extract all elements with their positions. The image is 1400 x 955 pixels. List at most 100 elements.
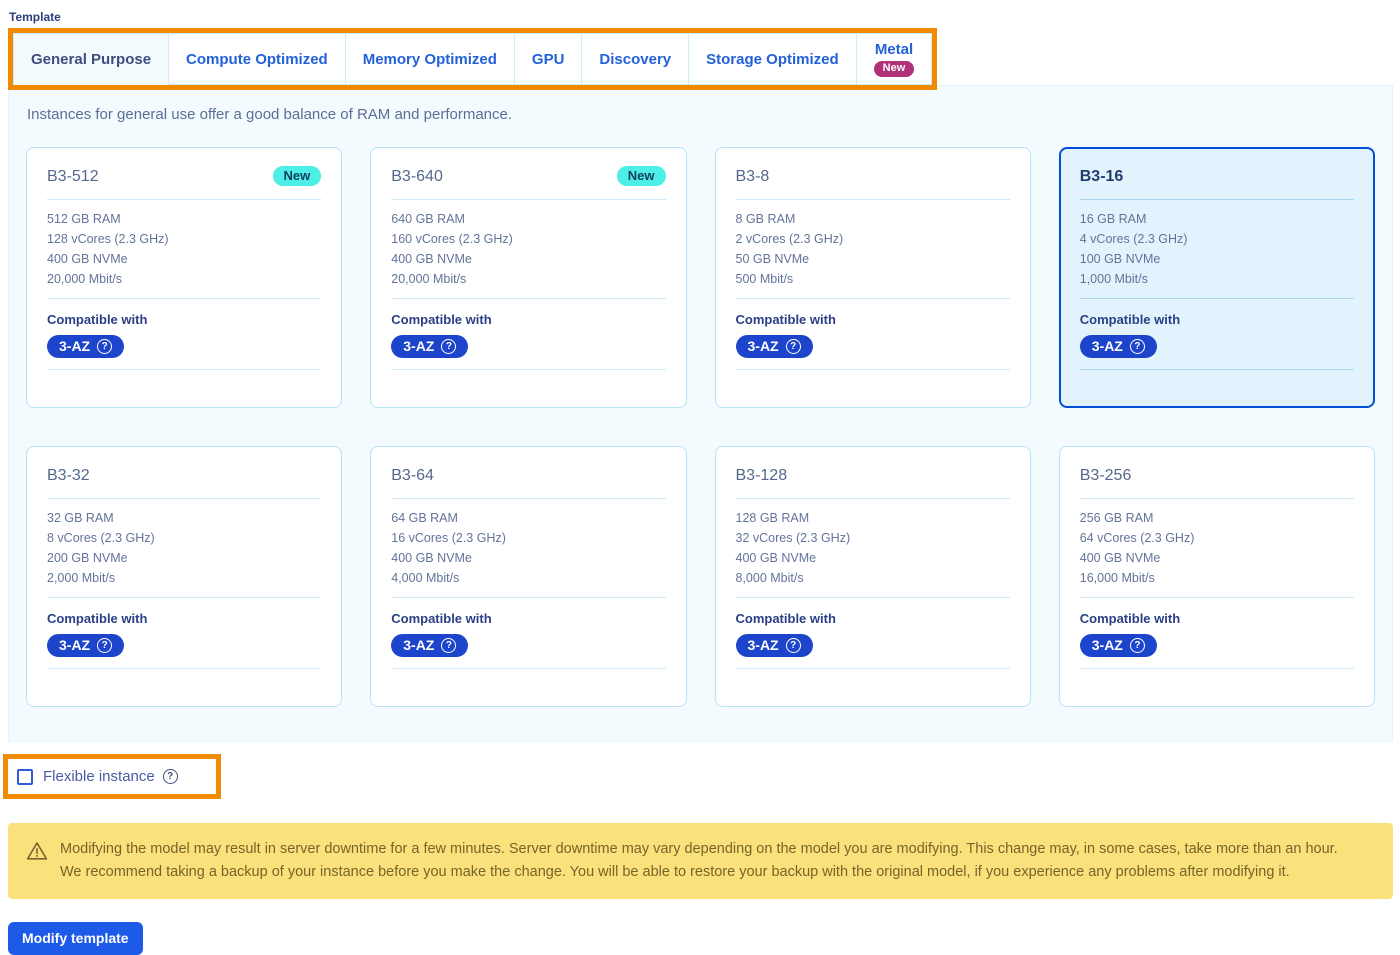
- az-badge[interactable]: 3-AZ ?: [735, 634, 813, 657]
- spec-line: 2,000 Mbit/s: [47, 571, 116, 585]
- az-badge[interactable]: 3-AZ ?: [391, 335, 469, 358]
- spec-line: 400 GB NVMe: [391, 551, 472, 565]
- tab-general-purpose[interactable]: General Purpose: [13, 33, 170, 85]
- spec-list: 64 GB RAM 16 vCores (2.3 GHz) 400 GB NVMe 4…: [391, 510, 665, 586]
- instance-cards-grid: B3-512 New 512 GB RAM 128 vCores (2.3 GHz…: [9, 129, 1392, 715]
- help-icon[interactable]: ?: [1129, 637, 1145, 653]
- spec-list: 32 GB RAM 8 vCores (2.3 GHz) 200 GB NVMe 2,…: [47, 510, 321, 586]
- spec-line: 32 vCores (2.3 GHz): [735, 531, 851, 545]
- help-icon[interactable]: ?: [785, 637, 801, 653]
- spec-line: 512 GB RAM: [47, 212, 121, 226]
- tab-storage-optimized[interactable]: Storage Optimized: [689, 33, 857, 85]
- divider: [1079, 668, 1354, 669]
- divider: [47, 498, 322, 499]
- instance-card-b3-16[interactable]: B3-16 16 GB RAM 4 vCores (2.3 GHz) 100 GB …: [1058, 147, 1375, 408]
- compatible-with-label: Compatible with: [735, 312, 836, 327]
- compatible-with-label: Compatible with: [1079, 611, 1181, 626]
- spec-line: 50 GB NVMe: [735, 252, 810, 266]
- spec-list: 8 GB RAM 2 vCores (2.3 GHz) 50 GB NVMe 500 …: [736, 211, 1010, 287]
- instance-card-b3-128[interactable]: B3-128 128 GB RAM 32 vCores (2.3 GHz) 400 …: [714, 446, 1031, 707]
- instance-card-b3-8[interactable]: B3-8 8 GB RAM 2 vCores (2.3 GHz) 50 GB NVM…: [714, 147, 1031, 408]
- warning-text: Modifying the model may result in server…: [60, 838, 1338, 884]
- compatible-with-label: Compatible with: [47, 312, 148, 327]
- spec-line: 8 GB RAM: [735, 212, 796, 226]
- tab-metal[interactable]: Metal New: [856, 33, 933, 85]
- compatible-with-label: Compatible with: [1079, 312, 1181, 327]
- spec-line: 500 Mbit/s: [735, 272, 794, 286]
- help-icon[interactable]: ?: [441, 637, 457, 653]
- divider: [735, 597, 1010, 598]
- az-badge[interactable]: 3-AZ ?: [47, 634, 125, 657]
- spec-line: 16 vCores (2.3 GHz): [391, 531, 506, 545]
- az-badge-label: 3-AZ: [59, 637, 91, 653]
- instance-name: B3-8: [735, 168, 770, 185]
- spec-line: 20,000 Mbit/s: [47, 272, 123, 286]
- divider: [47, 369, 322, 370]
- help-icon[interactable]: ?: [162, 769, 178, 784]
- tab-compute-optimized[interactable]: Compute Optimized: [169, 33, 346, 85]
- modify-template-button[interactable]: Modify template: [8, 922, 143, 955]
- tab-label: Memory Optimized: [362, 50, 497, 68]
- spec-line: 4 vCores (2.3 GHz): [1079, 232, 1188, 246]
- instance-name: B3-128: [735, 467, 788, 484]
- spec-line: 200 GB NVMe: [47, 551, 128, 565]
- flexible-instance-checkbox[interactable]: [17, 768, 33, 785]
- compatible-with-label: Compatible with: [391, 312, 492, 327]
- instance-name: B3-32: [47, 467, 90, 484]
- tab-label: Compute Optimized: [186, 50, 328, 68]
- spec-list: 128 GB RAM 32 vCores (2.3 GHz) 400 GB NVMe…: [736, 510, 1010, 586]
- tab-label: Discovery: [599, 50, 672, 68]
- instance-card-b3-512[interactable]: B3-512 New 512 GB RAM 128 vCores (2.3 GHz…: [26, 147, 343, 408]
- divider: [735, 668, 1010, 669]
- spec-line: 2 vCores (2.3 GHz): [735, 232, 844, 246]
- az-badge[interactable]: 3-AZ ?: [47, 335, 125, 358]
- help-icon[interactable]: ?: [97, 338, 113, 354]
- template-panel: Instances for general use offer a good b…: [8, 85, 1393, 742]
- divider: [735, 199, 1010, 200]
- az-badge[interactable]: 3-AZ ?: [1079, 634, 1157, 657]
- warning-triangle-icon: [26, 840, 48, 867]
- help-icon[interactable]: ?: [1129, 338, 1145, 354]
- instance-card-b3-640[interactable]: B3-640 New 640 GB RAM 160 vCores (2.3 GHz…: [370, 147, 687, 408]
- spec-line: 160 vCores (2.3 GHz): [391, 232, 513, 246]
- instance-name: B3-256: [1079, 467, 1132, 484]
- compatible-with-label: Compatible with: [47, 611, 148, 626]
- divider: [735, 369, 1010, 370]
- tab-discovery[interactable]: Discovery: [582, 33, 690, 85]
- az-badge-label: 3-AZ: [1091, 338, 1123, 354]
- tab-bar: General Purpose Compute Optimized Memory…: [13, 33, 933, 85]
- help-icon[interactable]: ?: [441, 338, 457, 354]
- tab-label: Storage Optimized: [706, 50, 839, 68]
- az-badge[interactable]: 3-AZ ?: [735, 335, 813, 358]
- template-label: Template: [9, 10, 61, 24]
- az-badge[interactable]: 3-AZ ?: [1079, 335, 1157, 358]
- spec-list: 640 GB RAM 160 vCores (2.3 GHz) 400 GB NVM…: [391, 211, 665, 287]
- divider: [735, 298, 1010, 299]
- divider: [1079, 369, 1354, 370]
- compatible-with-label: Compatible with: [391, 611, 492, 626]
- divider: [391, 298, 666, 299]
- spec-line: 1,000 Mbit/s: [1079, 272, 1148, 286]
- spec-line: 8,000 Mbit/s: [735, 571, 804, 585]
- help-icon[interactable]: ?: [97, 637, 113, 653]
- annotation-box-flexible-instance: Flexible instance ?: [3, 754, 221, 799]
- instance-name: B3-512: [47, 168, 99, 185]
- spec-line: 400 GB NVMe: [391, 252, 472, 266]
- spec-line: 100 GB NVMe: [1079, 252, 1161, 266]
- divider: [391, 597, 666, 598]
- instance-card-b3-32[interactable]: B3-32 32 GB RAM 8 vCores (2.3 GHz) 200 GB …: [26, 446, 343, 707]
- spec-line: 16,000 Mbit/s: [1079, 571, 1155, 585]
- divider: [47, 597, 322, 598]
- instance-card-b3-256[interactable]: B3-256 256 GB RAM 64 vCores (2.3 GHz) 400 …: [1058, 446, 1375, 707]
- az-badge[interactable]: 3-AZ ?: [391, 634, 469, 657]
- spec-line: 4,000 Mbit/s: [391, 571, 460, 585]
- instance-card-b3-64[interactable]: B3-64 64 GB RAM 16 vCores (2.3 GHz) 400 GB…: [370, 446, 687, 707]
- help-icon[interactable]: ?: [785, 338, 801, 354]
- spec-list: 512 GB RAM 128 vCores (2.3 GHz) 400 GB NVM…: [47, 211, 321, 287]
- tab-memory-optimized[interactable]: Memory Optimized: [345, 33, 515, 85]
- spec-line: 400 GB NVMe: [47, 252, 128, 266]
- divider: [1079, 597, 1354, 598]
- az-badge-label: 3-AZ: [59, 338, 91, 354]
- new-badge: New: [272, 166, 322, 186]
- tab-gpu[interactable]: GPU: [514, 33, 583, 85]
